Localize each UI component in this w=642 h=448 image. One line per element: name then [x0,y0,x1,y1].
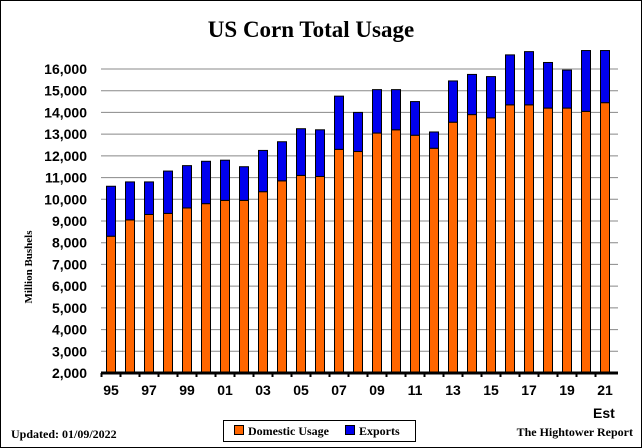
x-tick-label: 07 [331,382,347,398]
legend-item-exports: Exports [344,423,400,439]
bar-exports-19 [562,69,572,109]
y-tick-label: 9,000 [52,213,87,229]
bar-exports-06 [315,129,325,177]
bar-exports-21 [600,50,610,104]
y-tick-label: 16,000 [44,61,87,77]
bar-domestic-09 [372,132,382,374]
y-tick-label: 3,000 [52,343,87,359]
bar-domestic-21 [600,102,610,374]
bar-exports-99 [182,165,192,209]
y-tick-label: 8,000 [52,235,87,251]
x-tick-label: 05 [293,382,309,398]
bar-exports-15 [486,76,496,119]
x-tick-label: 11 [408,382,423,398]
x-tick-label: 09 [369,382,385,398]
source-label: The Hightower Report [516,425,633,439]
bar-domestic-98 [163,212,173,374]
bar-exports-13 [448,80,458,123]
y-tick-label: 13,000 [44,126,87,142]
bar-exports-98 [163,170,173,214]
y-tick-label: 11,000 [45,170,87,186]
bar-domestic-18 [543,107,553,374]
bar-domestic-08 [353,151,363,374]
bar-domestic-17 [524,104,534,374]
y-tick-label: 2,000 [52,365,87,381]
bar-domestic-03 [258,191,268,374]
bar-exports-14 [467,73,477,116]
x-tick-label: 13 [445,382,461,398]
bar-domestic-97 [144,213,154,374]
bar-domestic-14 [467,114,477,374]
bar-domestic-13 [448,121,458,374]
bar-domestic-07 [334,148,344,374]
bar-domestic-95 [106,235,116,374]
bar-domestic-11 [410,134,420,374]
x-tick-label: 15 [483,382,499,398]
bar-domestic-05 [296,174,306,374]
bar-exports-02 [239,166,249,201]
legend-label-domestic: Domestic Usage [248,423,329,438]
x-tick-label: 97 [141,382,157,398]
y-tick-label: 15,000 [44,83,87,99]
x-tick-label: 19 [559,382,575,398]
bar-exports-09 [372,89,382,134]
y-tick-label: 7,000 [52,256,87,272]
bar-exports-95 [106,185,116,237]
bar-exports-20 [581,50,591,112]
bar-domestic-99 [182,207,192,374]
legend-swatch-exports [344,424,355,435]
bar-exports-03 [258,149,268,193]
bar-exports-05 [296,128,306,176]
bar-domestic-06 [315,175,325,374]
bar-domestic-00 [201,203,211,374]
legend-label-exports: Exports [358,423,400,438]
bar-exports-12 [429,131,439,149]
x-tick-label: 17 [521,382,537,398]
bar-exports-04 [277,141,287,182]
x-tick-label: 01 [217,382,233,398]
bar-exports-10 [391,89,401,131]
y-tick-label: 6,000 [52,278,87,294]
bar-exports-01 [220,159,230,201]
bar-exports-07 [334,95,344,150]
bar-exports-11 [410,101,420,136]
bar-exports-08 [353,111,363,153]
x-tick-label: 03 [255,382,271,398]
bar-exports-00 [201,160,211,205]
bar-exports-17 [524,51,534,106]
bar-domestic-16 [505,104,515,374]
bar-exports-97 [144,181,154,215]
bar-domestic-02 [239,199,249,374]
legend: Domestic Usage Exports [223,420,416,442]
bar-domestic-19 [562,107,572,374]
est-label: Est [593,405,615,421]
bar-domestic-12 [429,147,439,374]
bar-domestic-96 [125,219,135,374]
bar-domestic-15 [486,117,496,374]
bar-domestic-04 [277,180,287,374]
y-tick-label: 12,000 [44,148,87,164]
chart-title: US Corn Total Usage [207,17,415,42]
x-tick-label: 21 [597,382,613,398]
bar-domestic-10 [391,129,401,374]
x-tick-label: 95 [103,382,119,398]
legend-item-domestic: Domestic Usage [234,424,329,439]
updated-date: Updated: 01/09/2022 [11,427,117,441]
legend-swatch-domestic [234,424,244,435]
bar-exports-96 [125,181,135,221]
bar-domestic-01 [220,199,230,374]
y-tick-label: 5,000 [52,300,87,316]
x-tick-label: 99 [179,382,195,398]
y-tick-label: 4,000 [52,322,87,338]
bar-exports-18 [543,61,553,109]
bar-domestic-20 [581,110,591,374]
bar-exports-16 [505,54,515,106]
y-tick-label: 10,000 [44,191,87,207]
y-tick-label: 14,000 [44,104,87,120]
